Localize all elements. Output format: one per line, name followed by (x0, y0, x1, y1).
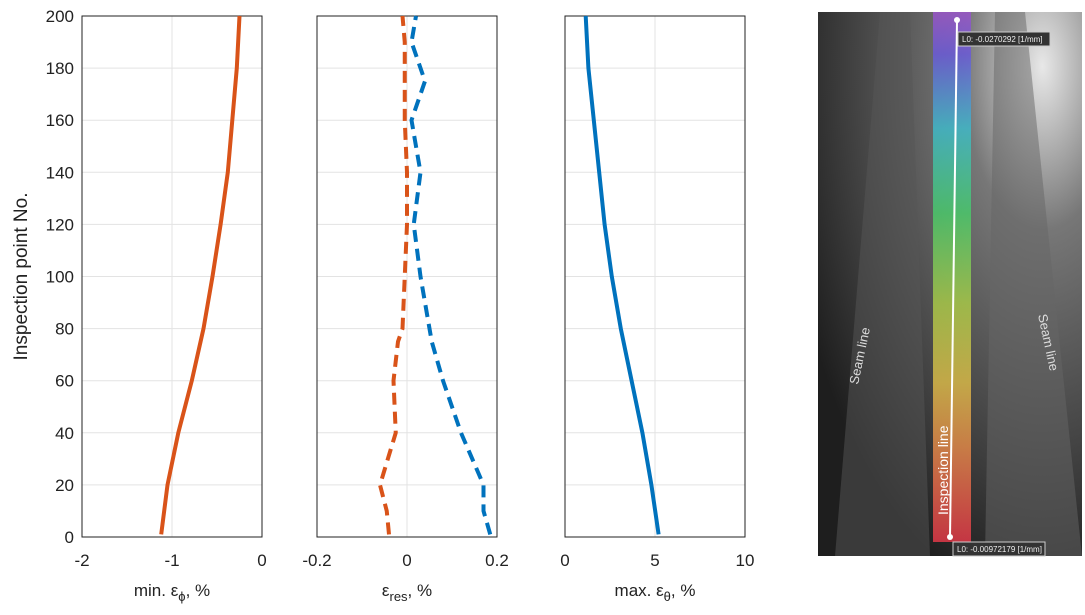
data-line (583, 15, 661, 535)
y-tick-label: 120 (46, 215, 74, 234)
y-tick-label: 200 (46, 7, 74, 26)
x-tick-label: 0 (560, 551, 569, 570)
photo: L0: -0.0270292 [1/mm] L0: -0.00972179 [1… (818, 12, 1082, 557)
endpoint (947, 534, 953, 540)
y-tick-label: 80 (55, 320, 74, 339)
y-tick-label: 60 (55, 372, 74, 391)
x-tick-label: 10 (736, 551, 755, 570)
x-tick-label: 0 (402, 551, 411, 570)
x-axis-label: εres, % (382, 581, 432, 604)
x-tick-label: -0.2 (302, 551, 331, 570)
y-tick-label: 40 (55, 424, 74, 443)
y-axis-label: Inspection point No. (11, 193, 32, 361)
label-bottom: L0: -0.00972179 [1/mm] (957, 545, 1042, 554)
x-axis-label: min. εϕ, % (134, 581, 210, 604)
x-label-suffix: , % (408, 581, 433, 600)
x-label-suffix: , % (671, 581, 696, 600)
x-label-text: min. ε (134, 581, 179, 600)
x-tick-label: 0.2 (485, 551, 509, 570)
plot-frame (316, 15, 498, 538)
label-top: L0: -0.0270292 [1/mm] (962, 35, 1043, 44)
y-tick-label: 100 (46, 268, 74, 287)
x-label-sub: ϕ (178, 589, 185, 604)
y-tick-label: 180 (46, 59, 74, 78)
endpoint (954, 17, 960, 23)
x-label-sub: θ (664, 589, 671, 604)
x-axis-label: max. εθ, % (615, 581, 696, 604)
inspection-label: Inspection line (935, 425, 951, 515)
x-tick-label: -2 (74, 551, 89, 570)
x-label-suffix: , % (186, 581, 211, 600)
plot-frame (81, 15, 263, 538)
y-tick-label: 160 (46, 111, 74, 130)
seam-band (835, 12, 930, 556)
y-tick-label: 20 (55, 476, 74, 495)
inspection-line (949, 19, 958, 538)
seam-band (985, 12, 1082, 556)
label-box (952, 541, 1046, 557)
x-label-text: max. ε (615, 581, 665, 600)
x-label-text: ε (382, 581, 390, 600)
y-tick-label: 140 (46, 163, 74, 182)
data-line (377, 15, 409, 535)
data-line (409, 15, 493, 535)
y-tick-label: 0 (65, 528, 74, 547)
label-box (957, 31, 1051, 47)
x-tick-label: 5 (650, 551, 659, 570)
data-line (159, 15, 242, 535)
x-tick-label: 0 (257, 551, 266, 570)
plot-frame (564, 15, 746, 538)
x-tick-label: -1 (164, 551, 179, 570)
x-label-sub: res (389, 589, 408, 604)
